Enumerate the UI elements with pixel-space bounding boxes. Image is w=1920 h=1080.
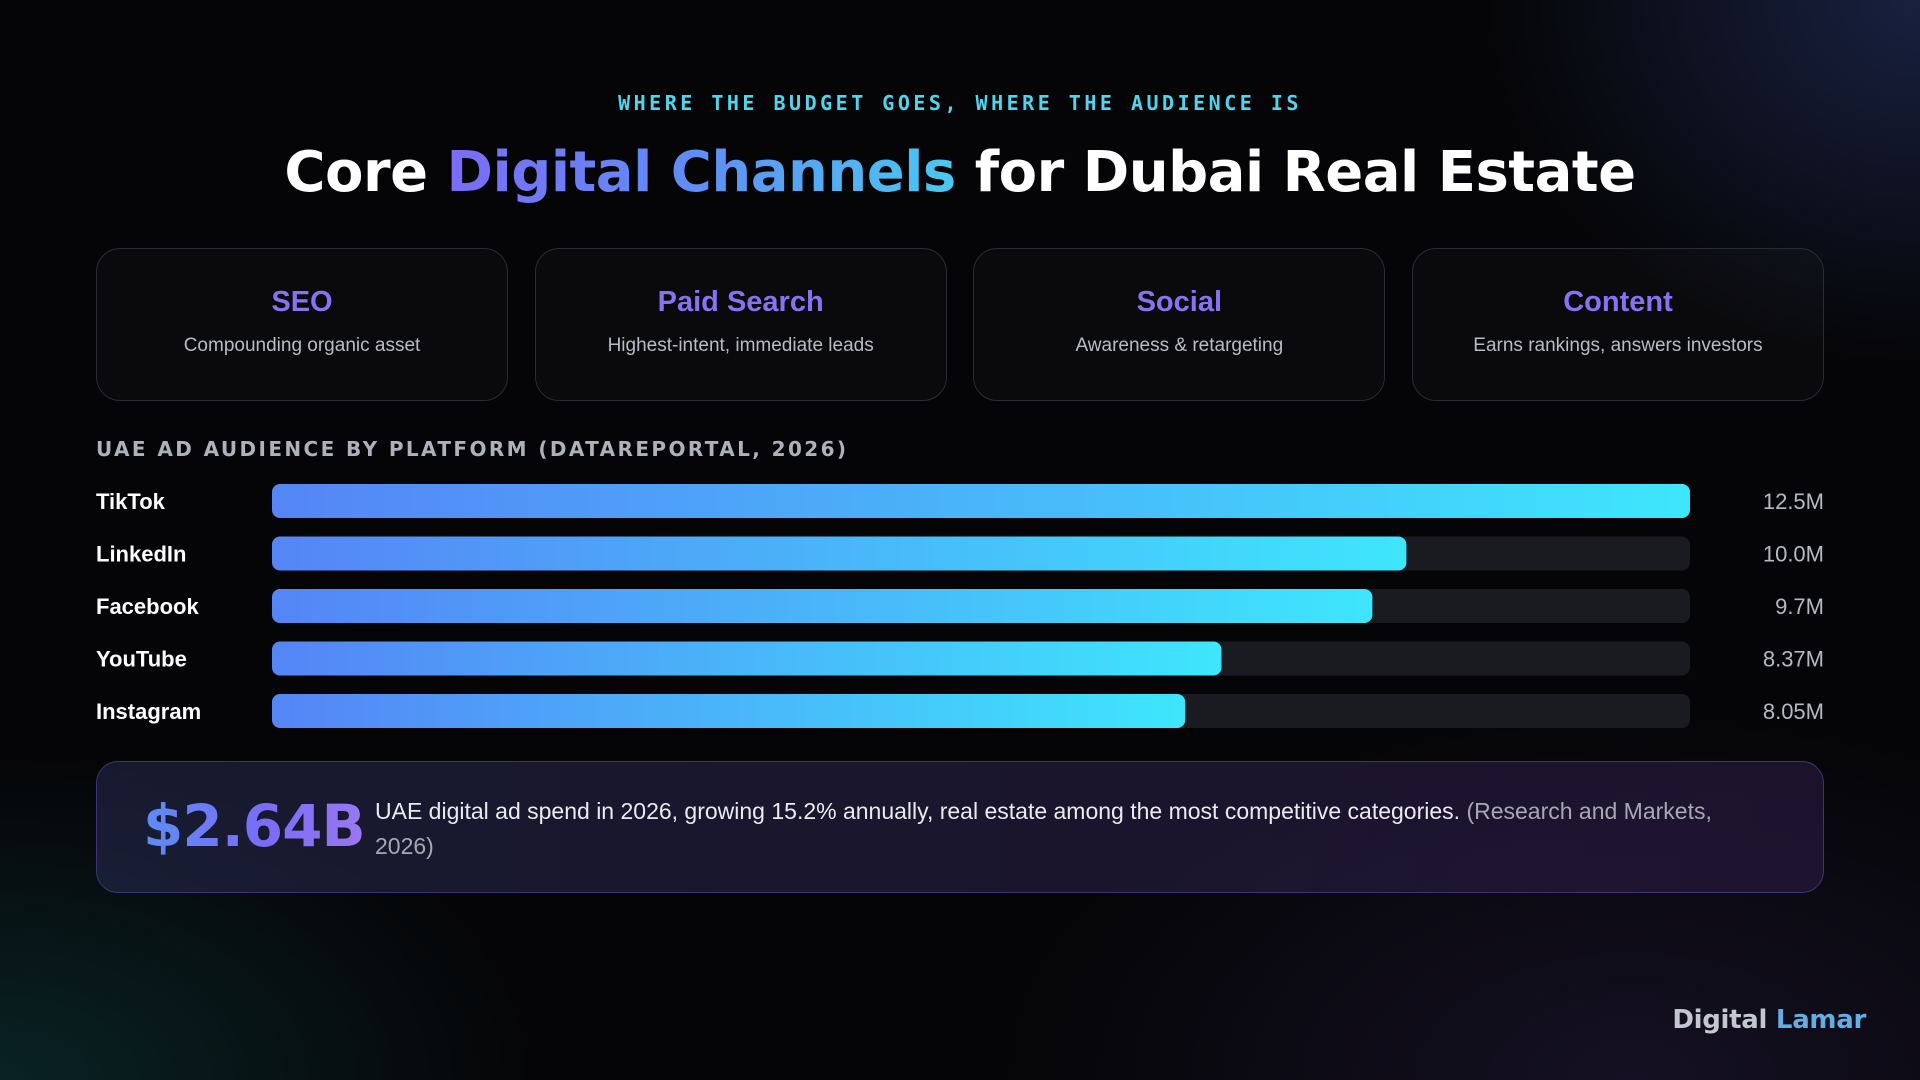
- card-subtitle: Earns rankings, answers investors: [1473, 335, 1763, 356]
- card-subtitle: Compounding organic asset: [183, 335, 421, 356]
- bar-label: Instagram: [96, 699, 201, 724]
- callout-text: UAE digital ad spend in 2026, growing 15…: [375, 794, 1755, 864]
- bar-value-label: 12.5M: [1763, 489, 1824, 514]
- callout-value: $2.64B: [143, 792, 366, 860]
- card-title: SEO: [271, 286, 333, 318]
- bar: [272, 589, 1373, 623]
- bar: [272, 641, 1222, 676]
- card-subtitle: Highest-intent, immediate leads: [607, 335, 874, 356]
- audience-bar-chart: TikTok 12.5M LinkedIn 10.0M Facebook 9.7M YouT…: [96, 484, 1824, 728]
- channel-card-paid-search: Paid Search Highest-intent, immediate le…: [534, 248, 947, 401]
- card-title: Paid Search: [657, 286, 824, 318]
- channel-cards: SEO Compounding organic asset Paid Searc…: [96, 248, 1824, 401]
- bar-label: YouTube: [96, 647, 187, 672]
- callout-source: (Research and Markets, 2026): [375, 798, 1712, 859]
- channel-card-seo: SEO Compounding organic asset: [96, 248, 508, 401]
- bar: [272, 694, 1186, 728]
- title-suffix: for Dubai Real Estate: [955, 140, 1636, 205]
- bar-value-label: 8.37M: [1763, 647, 1824, 672]
- bar-value-label: 10.0M: [1763, 542, 1824, 567]
- brand-logo: Digital Lamar: [1672, 1005, 1866, 1035]
- title-highlight: Digital Channels: [446, 140, 957, 205]
- brand-part-2: Lamar: [1775, 1005, 1866, 1035]
- card-title: Content: [1563, 286, 1673, 318]
- bar-value-label: 9.7M: [1775, 594, 1824, 619]
- title-prefix: Core: [284, 140, 447, 205]
- brand-part-1: Digital: [1672, 1005, 1768, 1035]
- callout-description: UAE digital ad spend in 2026, growing 15…: [375, 798, 1461, 824]
- bar: [272, 536, 1407, 571]
- bar-label: LinkedIn: [96, 542, 186, 567]
- chart-marks: TikTok 12.5M LinkedIn 10.0M Facebook 9.7M YouT…: [96, 484, 1824, 728]
- card-subtitle: Awareness & retargeting: [1075, 335, 1284, 356]
- ad-spend-callout: $2.64B UAE digital ad spend in 2026, gro…: [96, 761, 1824, 893]
- channel-card-social: Social Awareness & retargeting: [973, 248, 1386, 401]
- bar-label: Facebook: [96, 594, 199, 619]
- page-title: Core Digital Channels for Dubai Real Est…: [0, 140, 1920, 205]
- bar: [272, 484, 1690, 518]
- channel-card-content: Content Earns rankings, answers investor…: [1411, 248, 1824, 401]
- card-title: Social: [1136, 286, 1223, 318]
- bar-value-label: 8.05M: [1763, 699, 1824, 724]
- chart-title: UAE AD AUDIENCE BY PLATFORM (DATAREPORTA…: [96, 437, 849, 461]
- bar-label: TikTok: [96, 489, 166, 514]
- eyebrow-text: WHERE THE BUDGET GOES, WHERE THE AUDIENC…: [618, 91, 1302, 115]
